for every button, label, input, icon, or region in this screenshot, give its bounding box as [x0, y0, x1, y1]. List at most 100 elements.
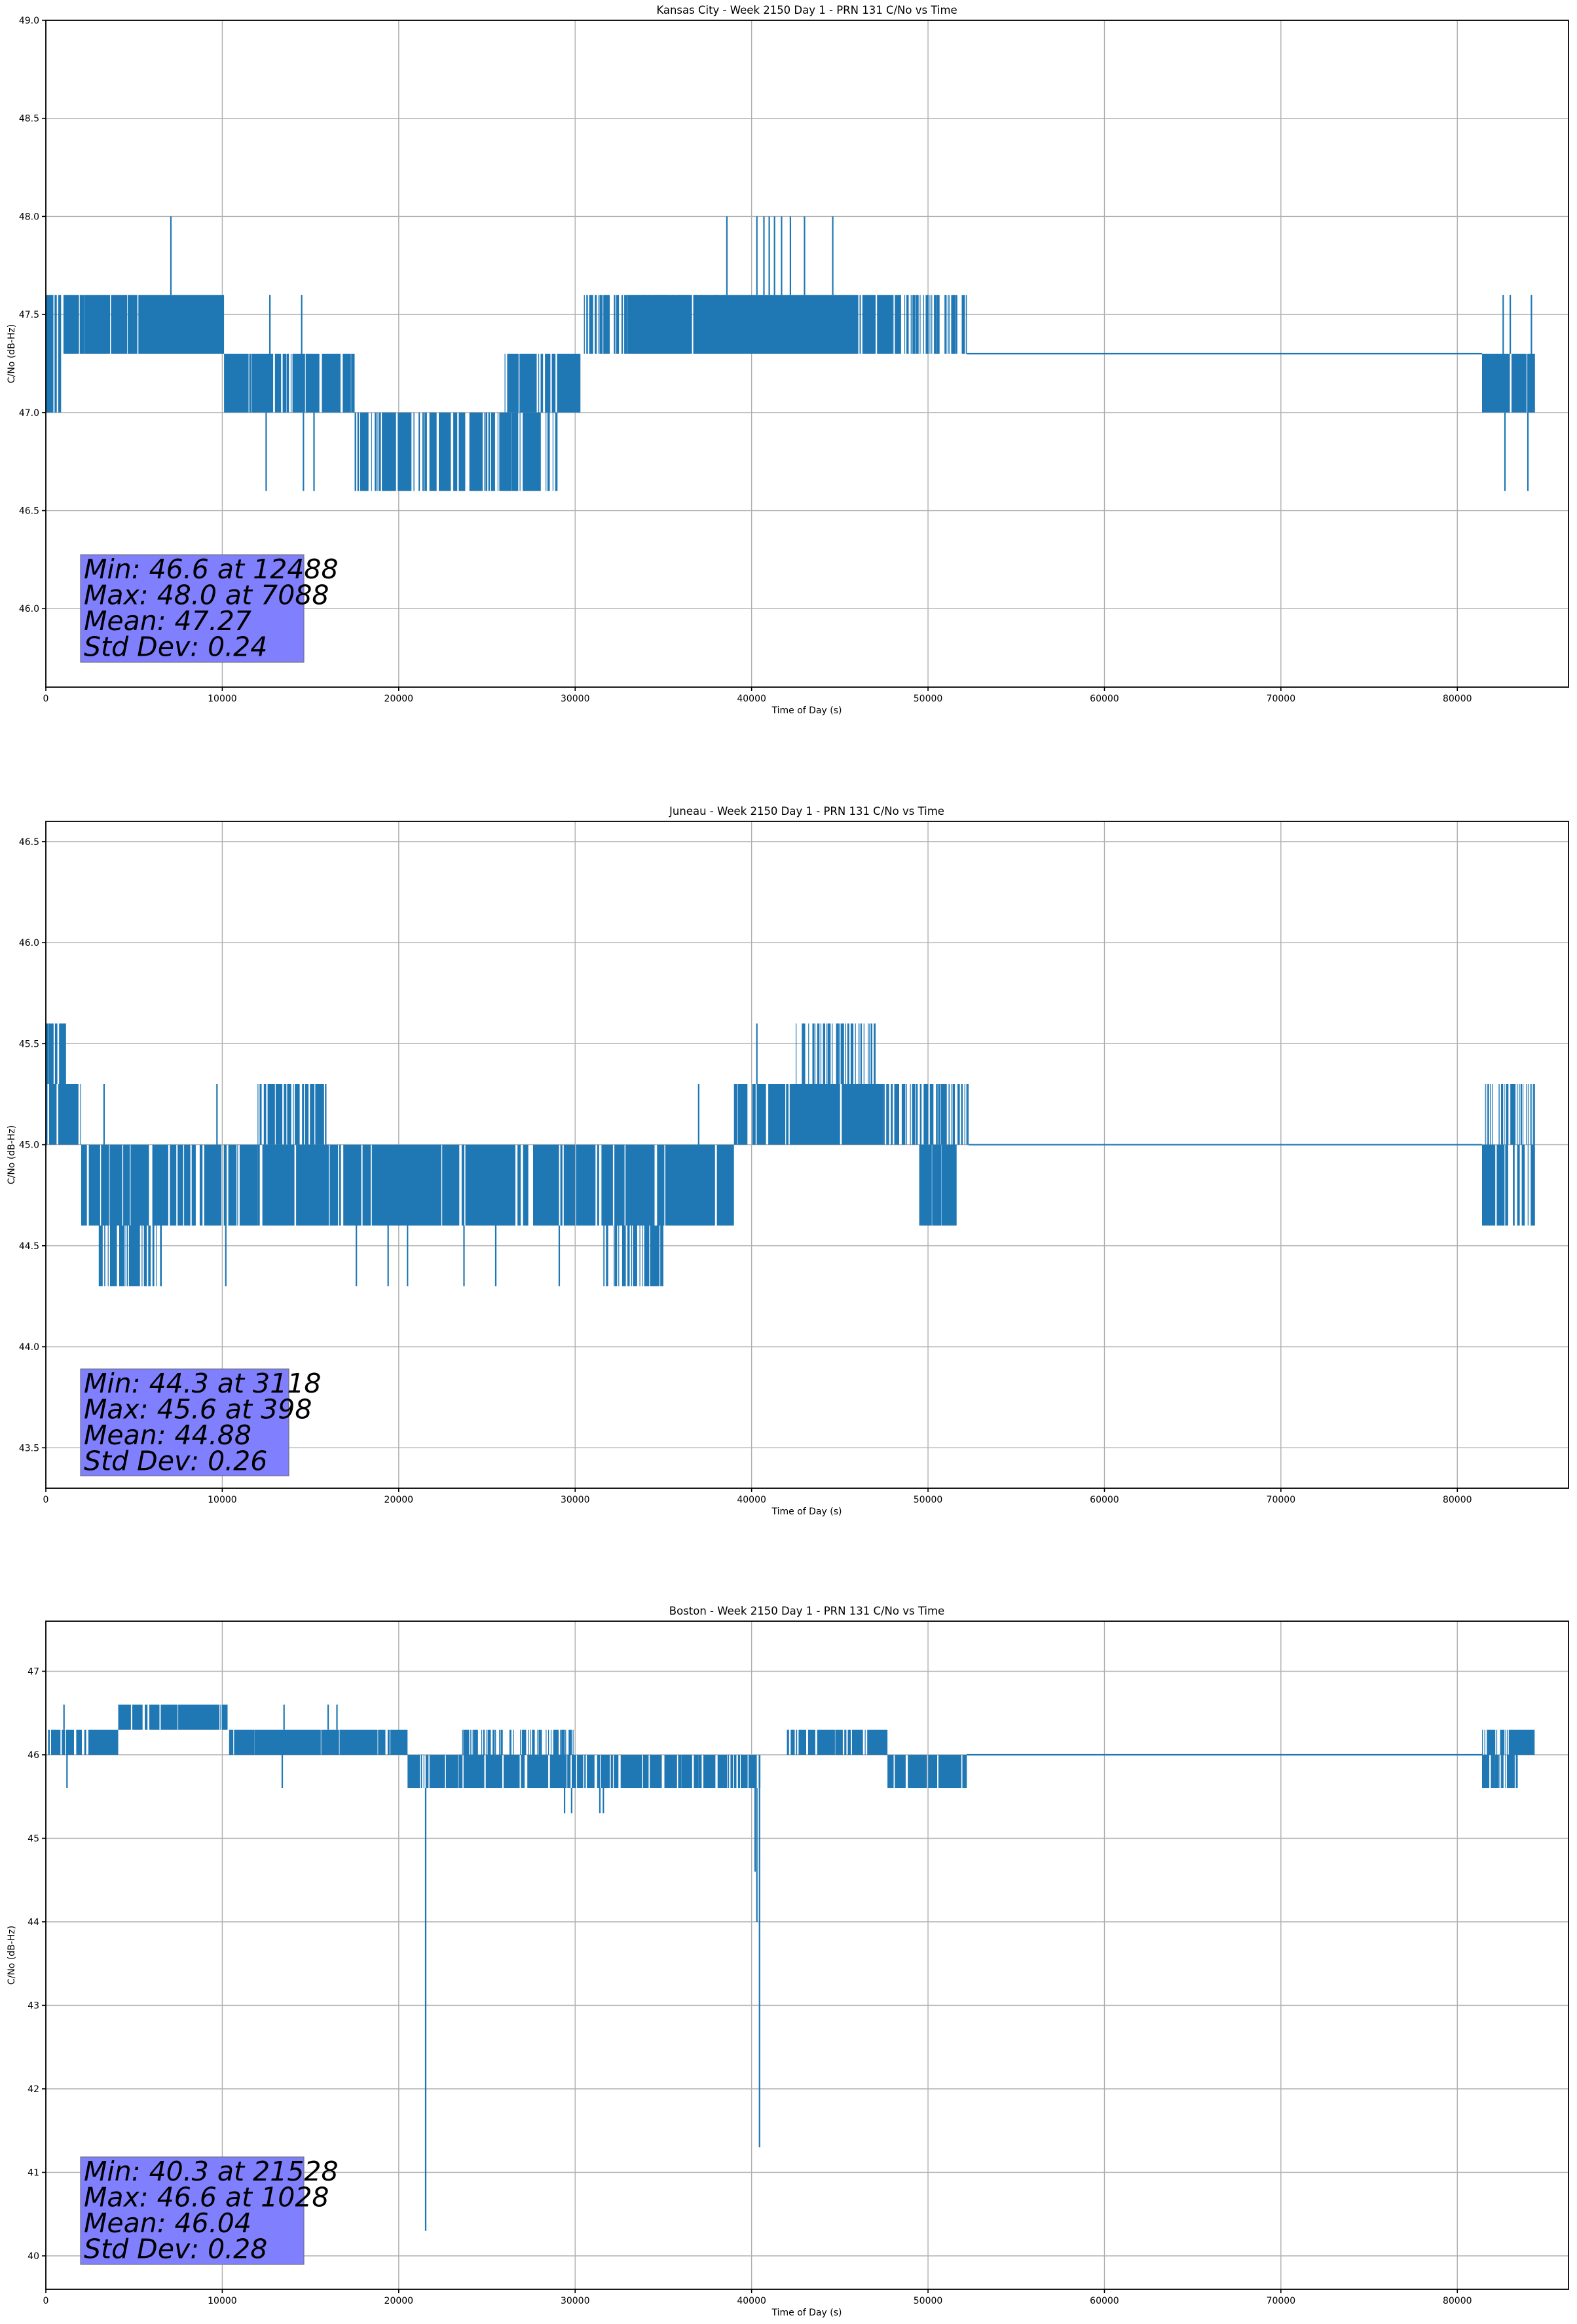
y-tick-label: 44.0	[19, 1342, 39, 1353]
y-tick-label: 45	[28, 1834, 39, 1845]
x-tick-label: 60000	[1090, 1495, 1119, 1505]
series-band	[887, 1755, 967, 1788]
series-band	[257, 1084, 327, 1145]
series-band	[1482, 1729, 1535, 1755]
series-band	[1482, 354, 1535, 413]
plot-frame	[45, 821, 1569, 1489]
series-band	[883, 1084, 969, 1145]
data-series	[46, 216, 1535, 491]
chart-title: Juneau - Week 2150 Day 1 - PRN 131 C/No …	[669, 805, 944, 817]
y-tick-label: 45.0	[19, 1140, 39, 1151]
x-tick-label: 50000	[914, 694, 943, 704]
stats-std-dev: Std Dev: 0.24	[84, 631, 267, 663]
series-band	[603, 1226, 663, 1286]
y-axis-ticks: 46.0 46.5 47.0 47.5 48.0 48.5 49.0	[19, 16, 46, 614]
stats-min: Min: 44.3 at 3118	[84, 1368, 322, 1399]
x-tick-label: 50000	[914, 2296, 943, 2306]
series-band	[1482, 1755, 1518, 1788]
x-tick-label: 10000	[208, 1495, 237, 1505]
x-axis-ticks: 0 10000 20000 30000 40000 50000 60000 70000 8000…	[43, 1488, 1472, 1505]
x-tick-label: 20000	[384, 2296, 414, 2306]
y-tick-label: 45.5	[19, 1039, 39, 1049]
axes	[45, 821, 1569, 1489]
series-band	[224, 354, 355, 413]
x-axis-label: Time of Day (s)	[771, 2308, 842, 2318]
x-tick-label: 70000	[1267, 694, 1296, 704]
series-band	[919, 1144, 957, 1226]
stats-box-background	[80, 2156, 305, 2265]
axes	[45, 1621, 1569, 2290]
x-tick-label: 30000	[561, 1495, 590, 1505]
stats-max: Max: 46.6 at 1028	[84, 2182, 329, 2213]
stats-min: Min: 40.3 at 21528	[84, 2156, 339, 2187]
y-tick-label: 46	[28, 1750, 39, 1761]
x-tick-label: 70000	[1267, 2296, 1296, 2306]
stats-min: Min: 46.6 at 12488	[84, 553, 339, 585]
y-tick-label: 40	[28, 2251, 39, 2262]
y-tick-label: 44	[28, 1917, 39, 1928]
stats-max: Max: 45.6 at 398	[84, 1394, 312, 1425]
series-band	[81, 1144, 258, 1226]
x-tick-label: 0	[43, 694, 49, 704]
series-band	[63, 295, 225, 354]
y-tick-label: 46.0	[19, 938, 39, 948]
stats-annotation-box: Min: 40.3 at 21528 Max: 46.6 at 1028 Mea…	[80, 2156, 339, 2265]
y-tick-label: 46.5	[19, 506, 39, 517]
series-band	[504, 354, 581, 413]
series-band	[796, 1023, 876, 1084]
y-tick-label: 42	[28, 2084, 39, 2095]
y-axis-label: C/No (dB-Hz)	[7, 1926, 17, 1985]
stats-box-background	[80, 554, 305, 663]
stats-mean: Mean: 46.04	[84, 2207, 251, 2239]
x-tick-label: 30000	[561, 694, 590, 704]
stats-max: Max: 48.0 at 7088	[84, 580, 329, 611]
series-band	[1482, 1144, 1535, 1226]
chart-title: Boston - Week 2150 Day 1 - PRN 131 C/No …	[669, 1605, 944, 1617]
y-tick-label: 43.5	[19, 1443, 39, 1453]
stats-mean: Mean: 47.27	[84, 605, 251, 637]
x-axis-label: Time of Day (s)	[771, 705, 842, 716]
series-band	[48, 1729, 119, 1755]
x-tick-label: 40000	[737, 1495, 766, 1505]
x-axis-label: Time of Day (s)	[771, 1507, 842, 1517]
y-tick-label: 44.5	[19, 1241, 39, 1252]
juneau-chart: Juneau - Week 2150 Day 1 - PRN 131 C/No …	[7, 805, 1569, 1517]
series-band	[733, 1084, 884, 1145]
x-tick-label: 0	[43, 1495, 49, 1505]
y-tick-label: 48.5	[19, 114, 39, 124]
y-tick-label: 43	[28, 2001, 39, 2012]
series-band	[893, 295, 967, 354]
data-series	[46, 1023, 1535, 1286]
y-tick-label: 46.0	[19, 604, 39, 614]
stats-annotation-box: Min: 46.6 at 12488 Max: 48.0 at 7088 Mea…	[80, 553, 339, 663]
boston-chart: Boston - Week 2150 Day 1 - PRN 131 C/No …	[7, 1605, 1569, 2318]
x-tick-label: 80000	[1443, 2296, 1472, 2306]
y-axis-ticks: 43.5 44.0 44.5 45.0 45.5 46.0 46.5	[19, 837, 46, 1453]
series-band	[118, 1704, 228, 1730]
chart-title: Kansas City - Week 2150 Day 1 - PRN 131 …	[656, 4, 957, 16]
series-band	[46, 1084, 81, 1145]
x-tick-label: 50000	[914, 1495, 943, 1505]
y-tick-label: 46.5	[19, 837, 39, 848]
kansas-city-chart: Kansas City - Week 2150 Day 1 - PRN 131 …	[7, 4, 1569, 716]
x-axis-ticks: 0 10000 20000 30000 40000 50000 60000 70000 8000…	[43, 2289, 1472, 2306]
y-tick-label: 49.0	[19, 16, 39, 26]
stats-std-dev: Std Dev: 0.28	[84, 2234, 267, 2265]
series-band	[257, 1144, 734, 1226]
stats-annotation-box: Min: 44.3 at 3118 Max: 45.6 at 398 Mean:…	[80, 1368, 322, 1477]
stats-mean: Mean: 44.88	[84, 1419, 251, 1451]
series-band	[98, 1226, 162, 1286]
x-tick-label: 80000	[1443, 1495, 1472, 1505]
x-tick-label: 40000	[737, 694, 766, 704]
stats-box-background	[80, 1368, 289, 1476]
stats-std-dev: Std Dev: 0.26	[84, 1446, 267, 1477]
x-tick-label: 70000	[1267, 1495, 1296, 1505]
x-axis-ticks: 0 10000 20000 30000 40000 50000 60000 70000 8000…	[43, 687, 1472, 704]
series-band	[698, 1755, 761, 1788]
y-tick-label: 41	[28, 2168, 39, 2179]
x-tick-label: 80000	[1443, 694, 1472, 704]
plot-frame	[45, 20, 1569, 688]
x-tick-label: 30000	[561, 2296, 590, 2306]
series-band	[462, 1729, 574, 1755]
plot-frame	[45, 1621, 1569, 2290]
